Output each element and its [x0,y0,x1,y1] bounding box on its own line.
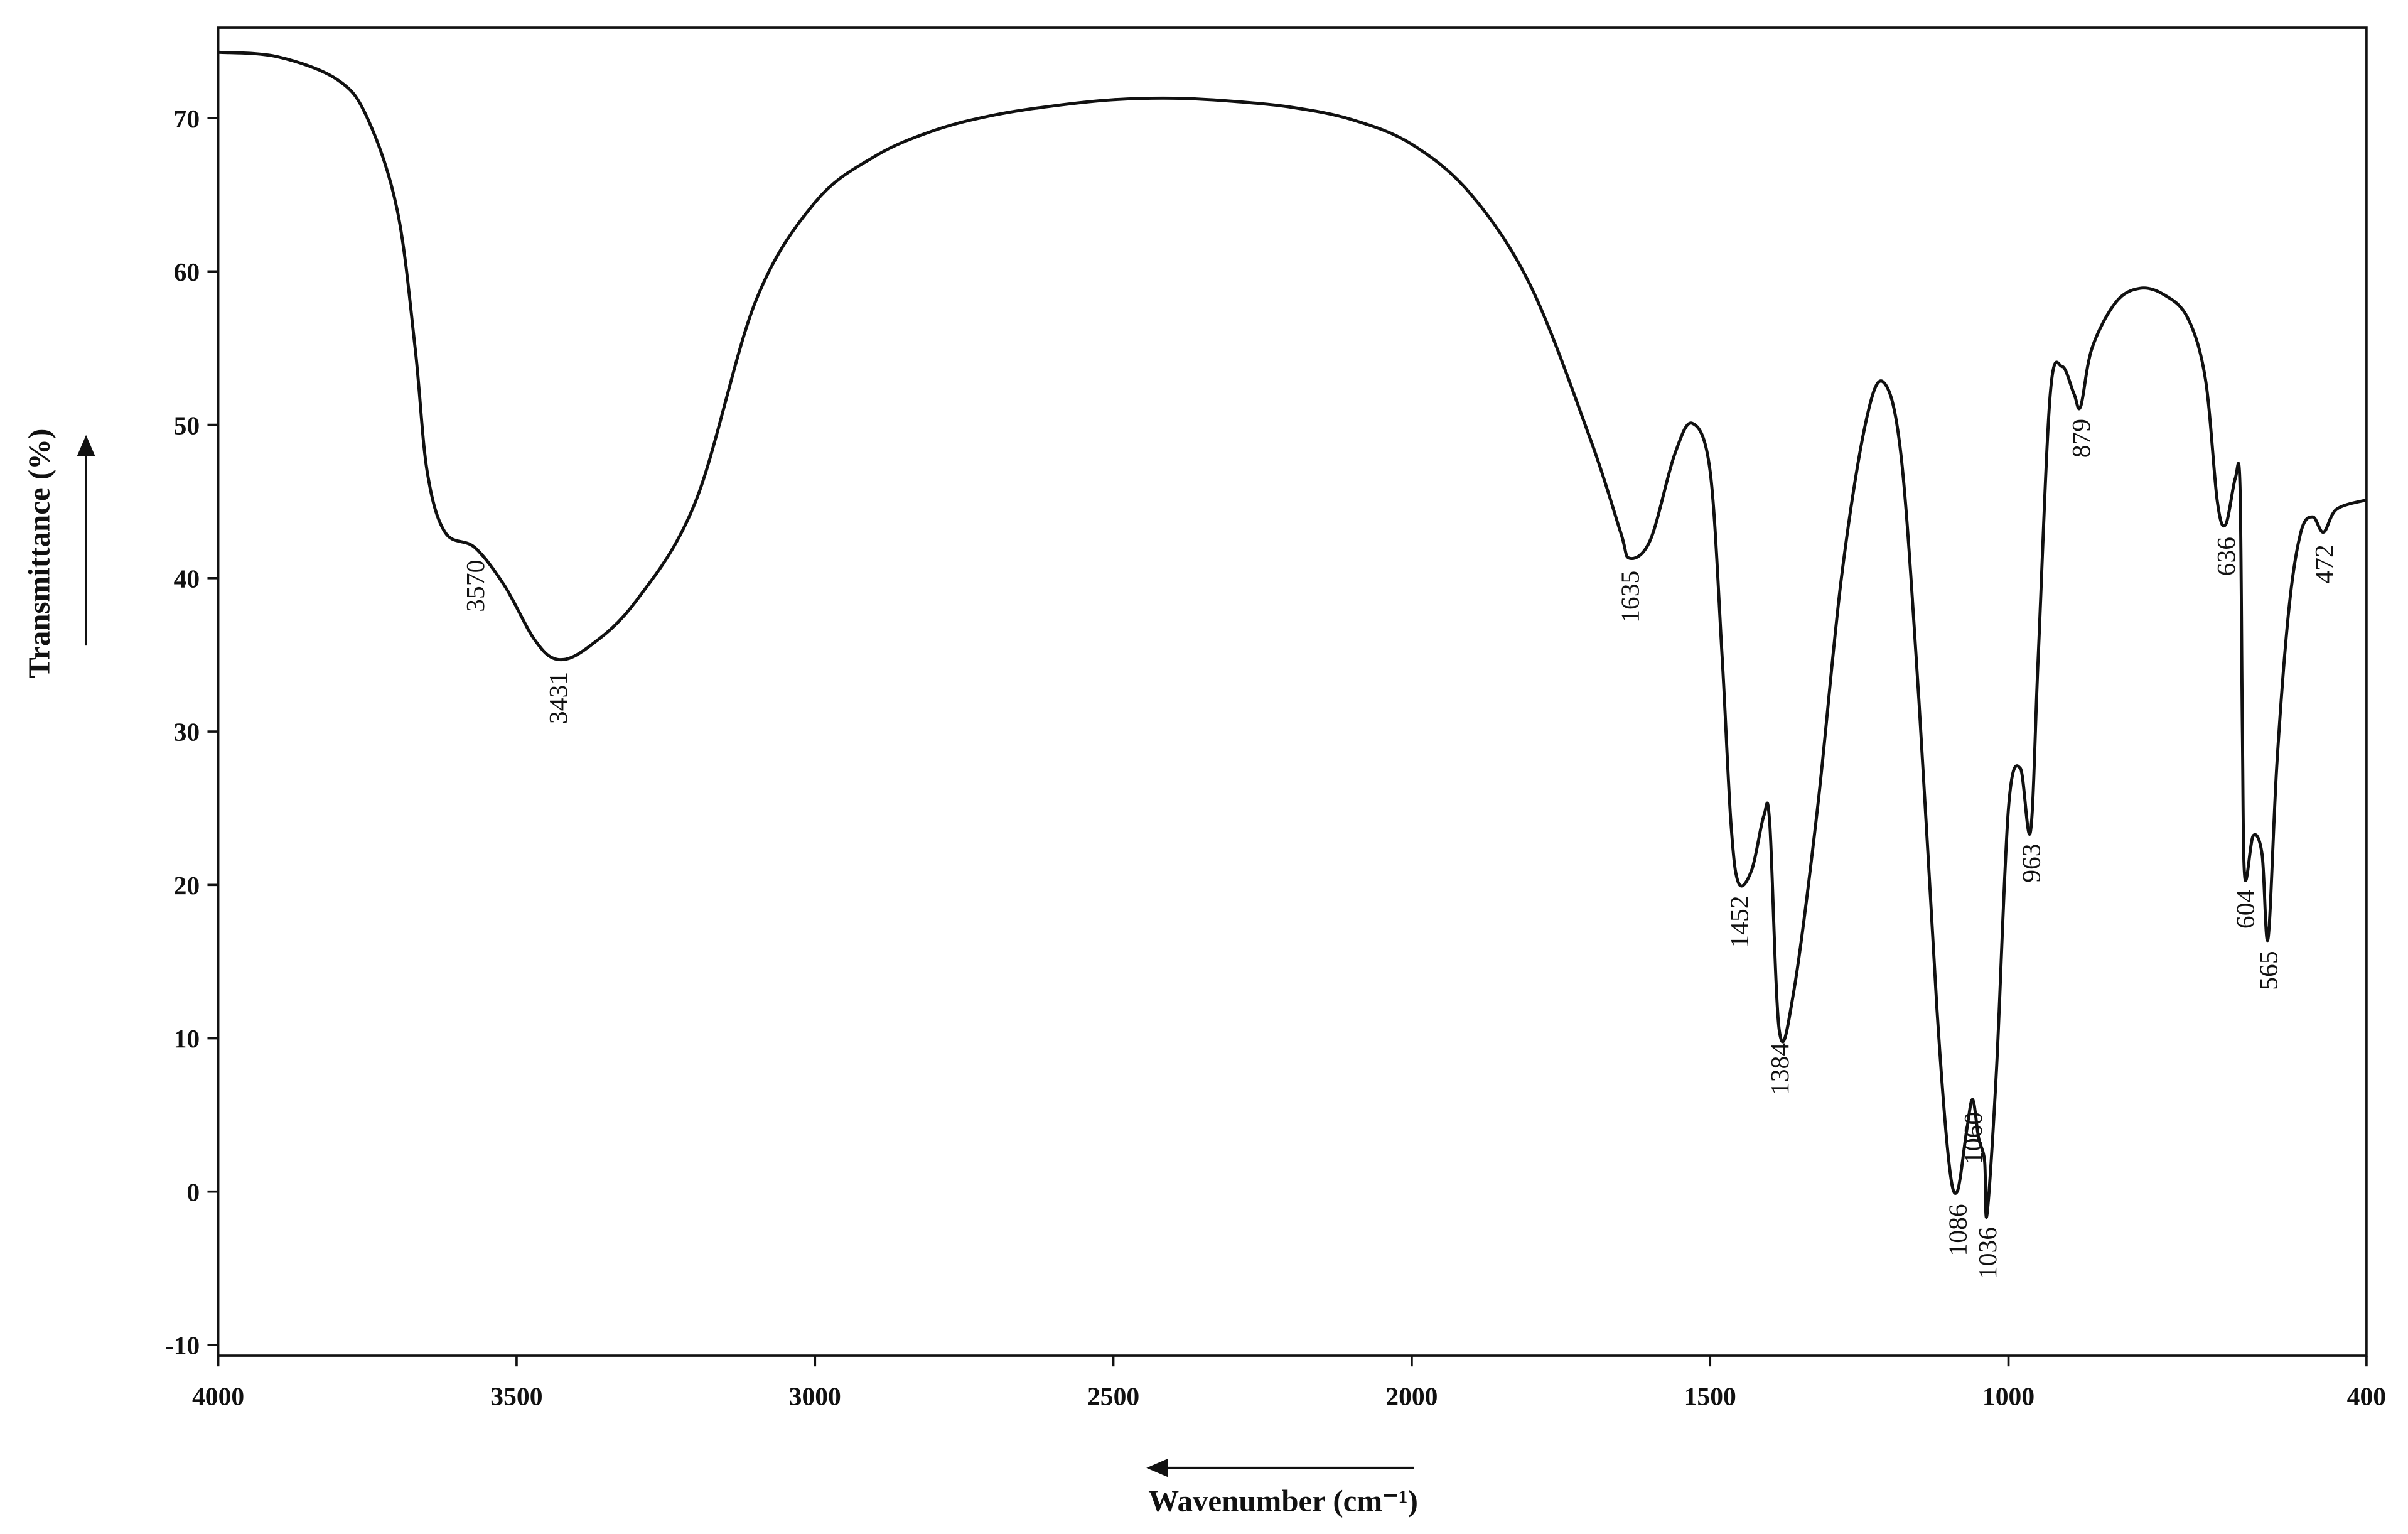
peak-label: 604 [2232,889,2260,929]
peak-label: 1452 [1726,895,1755,948]
peak-label: 3570 [461,560,490,612]
y-tick-label: 10 [174,1025,200,1054]
x-tick-label: 3000 [789,1382,841,1411]
peak-label: 472 [2310,544,2339,583]
x-tick-label: 4000 [192,1382,244,1411]
peak-label: 1635 [1616,571,1645,623]
peak-label: 3431 [544,672,573,724]
y-tick-label: 20 [174,872,200,900]
peak-label: 636 [2212,537,2241,576]
x-arrow [1146,1459,1414,1477]
x-axis-title: Wavenumber (cm⁻¹) [1148,1483,1418,1518]
peak-label: 1086 [1943,1204,1972,1256]
x-tick-label: 2500 [1087,1382,1139,1411]
peak-label: 1036 [1974,1227,2002,1279]
y-tick-label: 50 [174,411,200,440]
y-tick-label: 40 [174,565,200,594]
y-tick-label: 0 [186,1178,200,1207]
y-tick-label: 70 [174,105,200,134]
peak-label: 1060 [1959,1112,1988,1164]
peak-label: 879 [2067,419,2096,458]
y-tick-label: -10 [165,1332,200,1361]
plot-frame [217,26,2368,1357]
peak-label: 1384 [1766,1043,1795,1095]
x-tick-label: 1500 [1684,1382,1736,1411]
y-tick-label: 30 [174,718,200,747]
x-tick-label: 400 [2347,1382,2386,1411]
x-tick-label: 1000 [1982,1382,2034,1411]
peak-label: 963 [2017,843,2046,882]
y-tick-label: 60 [174,258,200,287]
peak-label: 565 [2255,951,2284,990]
spectrum-line [218,50,2367,1219]
x-tick-label: 2000 [1385,1382,1438,1411]
x-tick-label: 3500 [490,1382,542,1411]
y-axis-title: Transmittance (%) [21,429,56,678]
y-arrow [77,435,95,646]
